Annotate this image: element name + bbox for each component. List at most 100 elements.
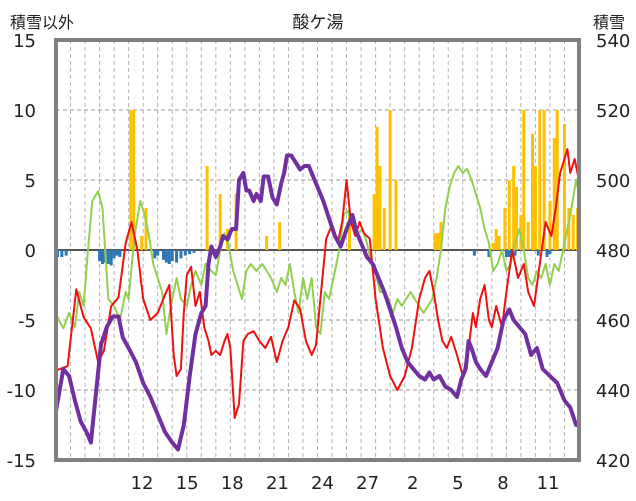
- negative_bar-bar: [115, 250, 119, 256]
- precipitation-bar: [436, 233, 440, 250]
- precipitation-bar: [571, 215, 575, 250]
- precipitation-bar: [388, 110, 392, 250]
- left-tick-label: -15: [7, 451, 36, 472]
- right-axis: 540 520 500 480 460 440 420: [596, 31, 630, 472]
- x-tick-label: 15: [176, 473, 199, 494]
- left-tick-label: 15: [13, 31, 36, 52]
- precipitation-bar: [265, 236, 269, 250]
- right-tick-label: 420: [596, 451, 630, 472]
- precipitation-bar: [562, 124, 566, 250]
- wind-line: [55, 165, 580, 335]
- negative_bar-bar: [60, 250, 64, 257]
- negative_bar-bar: [548, 250, 552, 255]
- precipitation-bar: [503, 208, 507, 250]
- negative_bar-bar: [188, 250, 192, 255]
- precipitation-bar: [375, 126, 379, 250]
- negative_bar-bar: [118, 250, 122, 257]
- precipitation-bar: [507, 180, 511, 250]
- negative_bar-bar: [487, 250, 491, 257]
- lines-layer: [54, 148, 580, 452]
- precipitation-bar: [129, 110, 133, 250]
- negative_bar-bar: [156, 250, 160, 256]
- left-tick-label: -5: [18, 311, 36, 332]
- right-tick-label: 480: [596, 241, 630, 262]
- right-tick-label: 520: [596, 101, 630, 122]
- left-axis-label: 積雪以外: [10, 13, 74, 32]
- precipitation-bar: [538, 110, 542, 250]
- negative_bar-bar: [98, 250, 102, 262]
- precipitation-bar: [515, 187, 519, 250]
- x-tick-label: 24: [311, 473, 334, 494]
- precipitation-bar: [140, 236, 144, 250]
- negative_bar-bar: [109, 250, 113, 266]
- negative_bar-bar: [162, 250, 166, 260]
- precipitation-bar: [132, 110, 136, 250]
- negative_bar-bar: [164, 250, 168, 263]
- precipitation-bar: [522, 110, 526, 250]
- precipitation-bar: [382, 208, 386, 250]
- x-tick-label: 11: [537, 473, 560, 494]
- negative_bar-bar: [192, 250, 196, 253]
- x-tick-label: 18: [221, 473, 244, 494]
- x-tick-label: 8: [497, 473, 508, 494]
- left-tick-label: 0: [25, 241, 36, 262]
- negative_bar-bar: [536, 250, 540, 256]
- precipitation-bar: [497, 236, 501, 250]
- negative_bar-bar: [167, 250, 171, 264]
- x-tick-label: 21: [266, 473, 289, 494]
- x-axis: 12 15 18 21 24 27 2 5 8 11: [131, 473, 560, 494]
- x-tick-label: 5: [452, 473, 463, 494]
- negative_bar-bar: [504, 250, 508, 257]
- precipitation-bar: [439, 222, 443, 250]
- precipitation-bar: [512, 166, 516, 250]
- precipitation-bar: [144, 208, 148, 250]
- chart-title: 酸ケ湯: [293, 13, 344, 33]
- negative_bar-bar: [472, 250, 476, 256]
- temperature-line: [55, 148, 580, 419]
- negative_bar-bar: [112, 250, 116, 259]
- precipitation-bar: [494, 229, 498, 250]
- bars-layer: [55, 110, 580, 266]
- precipitation-bar: [205, 166, 209, 250]
- precipitation-bar: [394, 180, 398, 250]
- x-tick-label: 27: [356, 473, 379, 494]
- right-tick-label: 540: [596, 31, 630, 52]
- x-tick-label: 2: [407, 473, 418, 494]
- precipitation-bar: [433, 233, 437, 250]
- precipitation-bar: [347, 215, 351, 250]
- left-tick-label: -10: [7, 381, 36, 402]
- snow_depth-line: [54, 153, 579, 452]
- precipitation-bar: [548, 201, 552, 250]
- negative_bar-bar: [100, 250, 104, 264]
- left-tick-label: 5: [25, 171, 36, 192]
- left-axis: 15 10 5 0 -5 -10 -15: [7, 31, 36, 472]
- negative_bar-bar: [545, 250, 549, 257]
- left-tick-label: 10: [13, 101, 36, 122]
- precipitation-bar: [533, 166, 537, 250]
- negative_bar-bar: [507, 250, 511, 257]
- precipitation-bar: [555, 110, 559, 250]
- negative_bar-bar: [175, 250, 179, 263]
- negative_bar-bar: [513, 250, 517, 256]
- precipitation-bar: [372, 194, 376, 250]
- right-axis-label: 積雪: [593, 13, 625, 32]
- negative_bar-bar: [64, 250, 68, 256]
- negative_bar-bar: [179, 250, 183, 259]
- precipitation-bar: [542, 110, 546, 250]
- plot-frame: [54, 38, 581, 462]
- precipitation-bar: [567, 208, 571, 250]
- negative_bar-bar: [183, 250, 187, 256]
- negative_bar-bar: [170, 250, 174, 262]
- right-tick-label: 460: [596, 311, 630, 332]
- negative_bar-bar: [106, 250, 110, 264]
- precipitation-bar: [218, 194, 222, 250]
- precipitation-bar: [552, 138, 556, 250]
- x-tick-label: 12: [131, 473, 154, 494]
- precipitation-bar: [378, 166, 382, 250]
- right-tick-label: 440: [596, 381, 630, 402]
- negative_bar-bar: [153, 250, 157, 259]
- precipitation-bar: [531, 133, 535, 250]
- precipitation-bar: [491, 243, 495, 250]
- right-tick-label: 500: [596, 171, 630, 192]
